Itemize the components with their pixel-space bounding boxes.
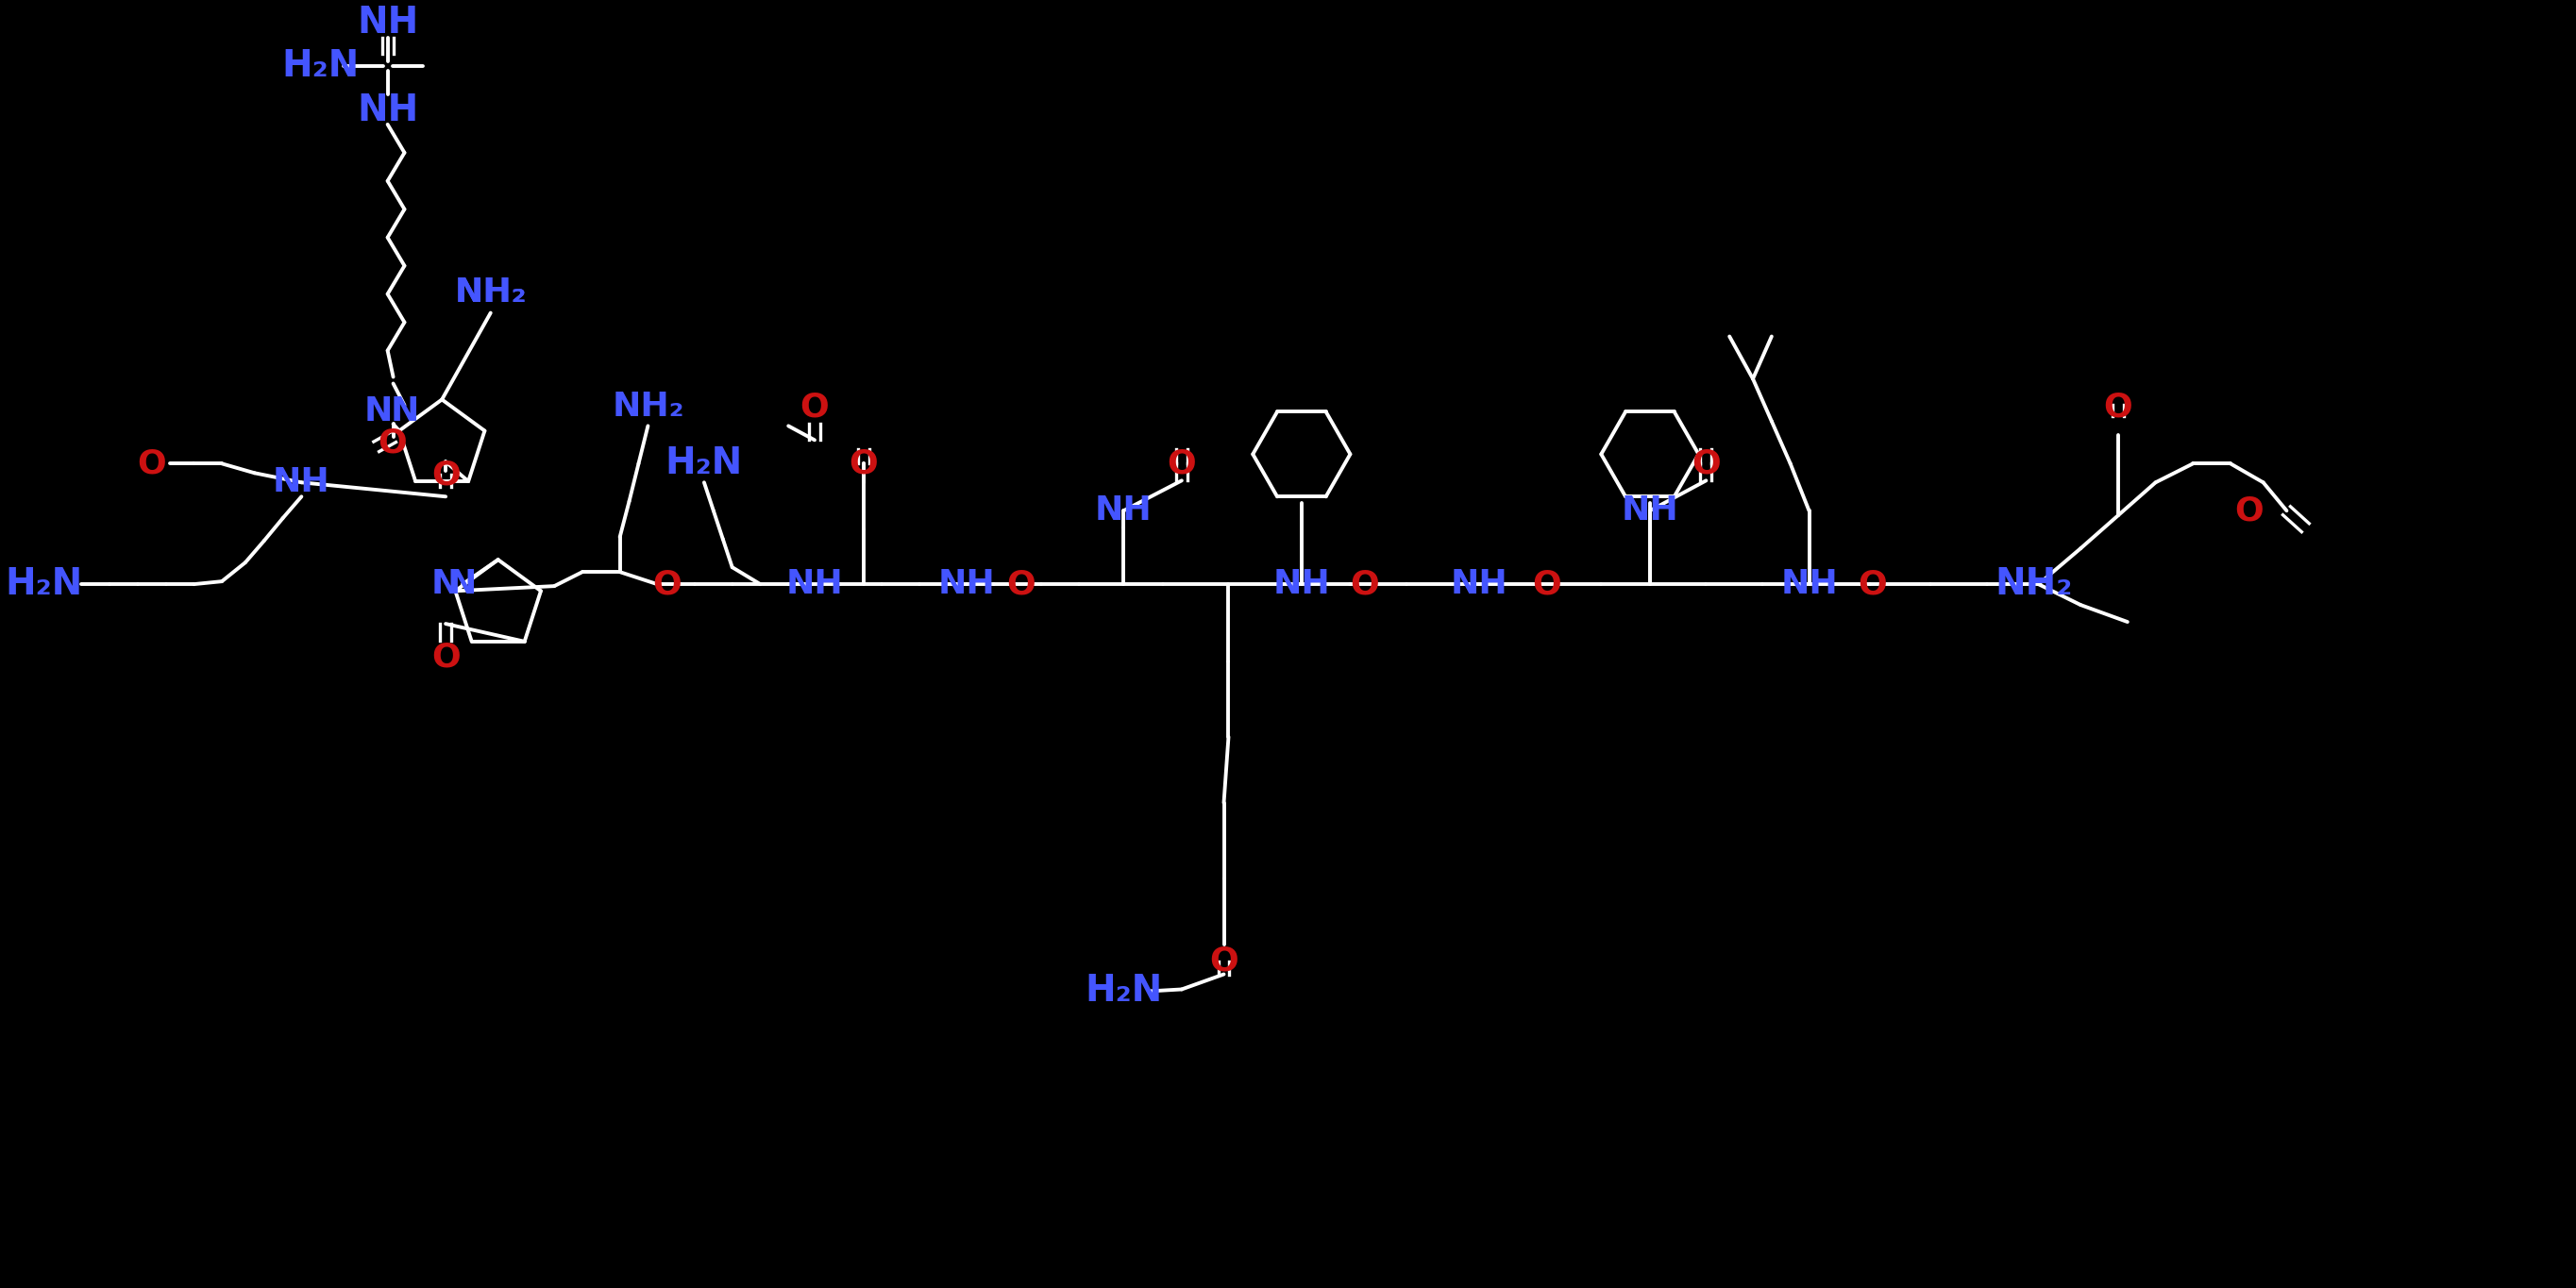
Text: NH: NH [358,5,417,41]
Text: O: O [430,640,461,672]
Text: O: O [137,447,165,479]
Text: NH: NH [1095,495,1151,527]
Text: O: O [848,447,878,479]
Text: O: O [1857,568,1888,600]
Text: O: O [1208,945,1239,978]
Text: NH₂: NH₂ [453,276,526,308]
Text: H₂N: H₂N [1084,974,1162,1009]
Text: O: O [430,459,461,491]
Text: N: N [430,568,461,600]
Text: H₂N: H₂N [281,48,358,84]
Text: O: O [1533,568,1561,600]
Text: NH₂: NH₂ [613,392,685,424]
Text: O: O [1007,568,1036,600]
Text: NH₂: NH₂ [1994,567,2074,601]
Text: N: N [363,395,392,428]
Text: NH: NH [938,568,994,600]
Text: O: O [379,426,407,459]
Text: NH: NH [1780,568,1837,600]
Text: O: O [1167,447,1195,479]
Text: NH: NH [1620,495,1680,527]
Text: NH: NH [273,466,330,498]
Text: O: O [1692,447,1721,479]
Text: O: O [801,392,829,424]
Text: H₂N: H₂N [665,446,742,482]
Text: O: O [2105,392,2133,424]
Text: O: O [2233,495,2264,527]
Text: H₂N: H₂N [5,567,82,601]
Text: NH: NH [358,93,417,129]
Text: NH: NH [1450,568,1507,600]
Text: NH: NH [786,568,842,600]
Text: NH: NH [1273,568,1329,600]
Text: O: O [652,568,680,600]
Text: O: O [1350,568,1378,600]
Text: N: N [448,568,477,600]
Text: NH₂: NH₂ [453,276,526,308]
Text: N: N [389,395,420,428]
